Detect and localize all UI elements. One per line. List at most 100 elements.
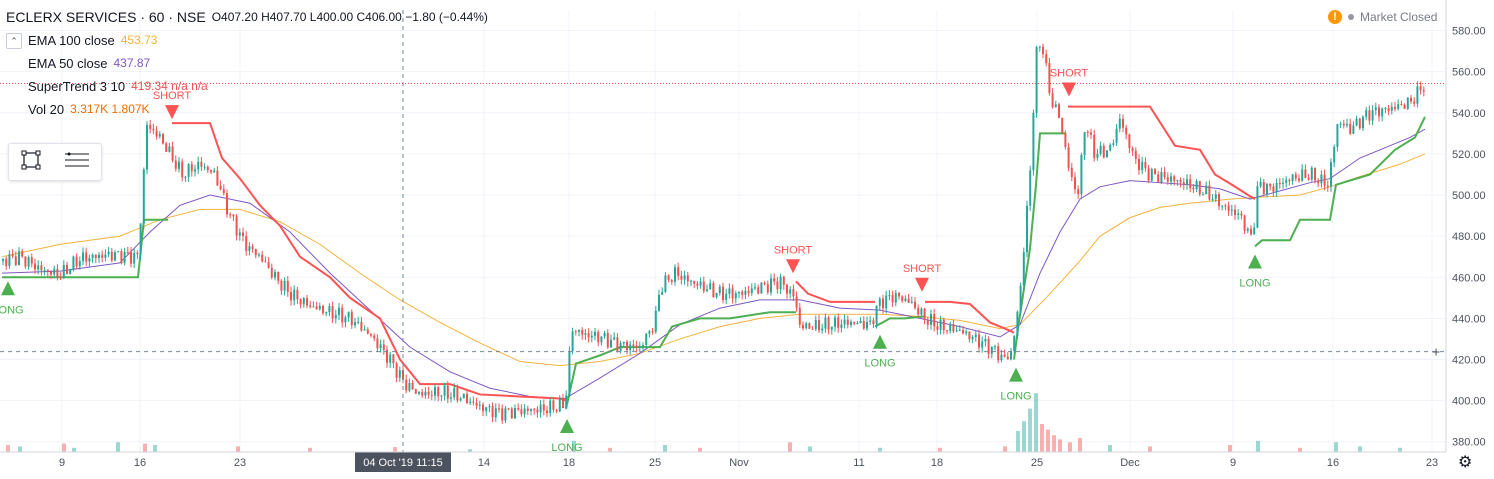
volume-bar	[1256, 440, 1260, 452]
candle-body	[1272, 186, 1275, 192]
volume-bar	[143, 443, 147, 452]
short-signal-arrow	[165, 105, 179, 120]
price-tick-label: 420.00	[1452, 354, 1486, 366]
candle-body	[1352, 125, 1355, 134]
ema-100-line	[1, 153, 1426, 367]
candle-body	[968, 331, 971, 340]
candle-body	[1227, 205, 1230, 211]
candle-body	[1109, 144, 1112, 151]
ohlc-values: O407.20 H407.70 L400.00 C406.00 −1.80 (−…	[211, 10, 488, 24]
price-axis[interactable]: 580.00 560.00 540.00 520.00 500.00 480.00 460.…	[1445, 0, 1494, 474]
indicator-row-ema100[interactable]: ⌃ EMA 100 close 453.73	[6, 29, 488, 52]
candle-body	[411, 383, 414, 390]
candle-body	[770, 278, 772, 293]
candle-body	[1246, 228, 1249, 231]
candle-body	[731, 288, 734, 299]
candle-body	[120, 251, 123, 264]
volume-bar	[1228, 445, 1232, 452]
candle-body	[110, 251, 113, 261]
candle-body	[539, 404, 542, 413]
candle-body	[1112, 143, 1115, 145]
candle-body	[165, 143, 168, 152]
ema-50-path	[1, 128, 1426, 400]
collapse-chevron-icon[interactable]: ⌃	[6, 32, 22, 49]
candle-body	[1093, 134, 1096, 158]
candle-body	[1144, 161, 1147, 169]
candle-body	[670, 280, 673, 282]
signal-markers: LONG SHORT LONG SHORT LONG SHORT LONG SHORT LONG	[0, 67, 1271, 454]
volume-bar	[1078, 438, 1082, 452]
candle-body	[334, 314, 337, 319]
candle-body	[181, 161, 184, 178]
candle-body	[738, 291, 740, 294]
candle-body	[8, 254, 11, 267]
indicator-row-ema50[interactable]: EMA 50 close 437.87	[6, 52, 488, 75]
candle-body	[440, 395, 443, 397]
candle-body	[1032, 112, 1035, 171]
candlesticks	[2, 43, 1425, 424]
volume-bars	[6, 393, 1402, 452]
candle-body	[1058, 104, 1060, 118]
volume-bar	[1034, 393, 1038, 452]
candle-body	[712, 283, 715, 298]
candle-body	[1243, 215, 1246, 231]
candle-body	[498, 408, 500, 410]
candle-body	[510, 408, 513, 419]
symbol-title[interactable]: ECLERX SERVICES · 60 · NSE	[6, 9, 206, 25]
candle-body	[1182, 182, 1185, 185]
candle-body	[606, 333, 609, 348]
gear-icon[interactable]: ⚙	[1458, 454, 1473, 471]
candle-body	[238, 232, 241, 236]
select-rectangle-icon[interactable]	[20, 149, 42, 176]
menu-lines-icon[interactable]	[63, 149, 91, 176]
ema-50-line	[1, 128, 1426, 400]
candle-body	[1288, 179, 1291, 182]
candle-body	[565, 395, 568, 409]
candle-body	[1090, 132, 1092, 135]
candle-body	[24, 256, 27, 267]
indicator-name: EMA 50 close	[28, 56, 108, 71]
price-tick-label: 440.00	[1452, 313, 1486, 325]
candle-body	[290, 291, 292, 301]
candle-body	[114, 252, 116, 261]
candle-body	[994, 346, 996, 348]
candle-body	[18, 251, 20, 266]
candle-body	[1282, 182, 1284, 184]
time-tick-label: 18	[563, 457, 575, 469]
candle-body	[939, 319, 942, 330]
candle-body	[469, 401, 472, 404]
candle-body	[677, 267, 680, 276]
candle-body	[1250, 228, 1252, 235]
candle-body	[1298, 178, 1300, 181]
candle-body	[370, 333, 372, 336]
candle-body	[610, 339, 612, 348]
candle-body	[1122, 118, 1124, 128]
candle-body	[760, 282, 763, 294]
candle-body	[53, 268, 56, 275]
candle-body	[936, 326, 939, 330]
candle-body	[805, 323, 808, 329]
candle-body	[1016, 311, 1019, 337]
candle-body	[645, 333, 648, 346]
candle-body	[651, 331, 654, 333]
candle-body	[1230, 209, 1233, 211]
candle-body	[654, 310, 657, 332]
long-signal-arrow	[1009, 367, 1023, 382]
candle-body	[990, 346, 993, 354]
indicator-row-volume[interactable]: Vol 20 3.317K 1.807K	[6, 98, 488, 121]
time-axis[interactable]: 9 16 23 14 18 25 Nov 11 18 25 Dec 9 16 23	[0, 451, 1446, 469]
time-tick-label: 14	[478, 457, 490, 469]
candle-body	[846, 319, 849, 325]
ema-100-path	[1, 153, 1426, 367]
price-tick-label: 460.00	[1452, 272, 1486, 284]
volume-bar	[1068, 442, 1072, 452]
candle-body	[1166, 177, 1169, 182]
candle-body	[766, 284, 769, 293]
candle-body	[952, 324, 955, 332]
indicator-row-supertrend[interactable]: SuperTrend 3 10 419.34 n/a n/a	[6, 75, 488, 98]
volume-bar	[1040, 424, 1044, 452]
alert-icon[interactable]: !	[1328, 10, 1342, 24]
candle-body	[1346, 123, 1348, 126]
